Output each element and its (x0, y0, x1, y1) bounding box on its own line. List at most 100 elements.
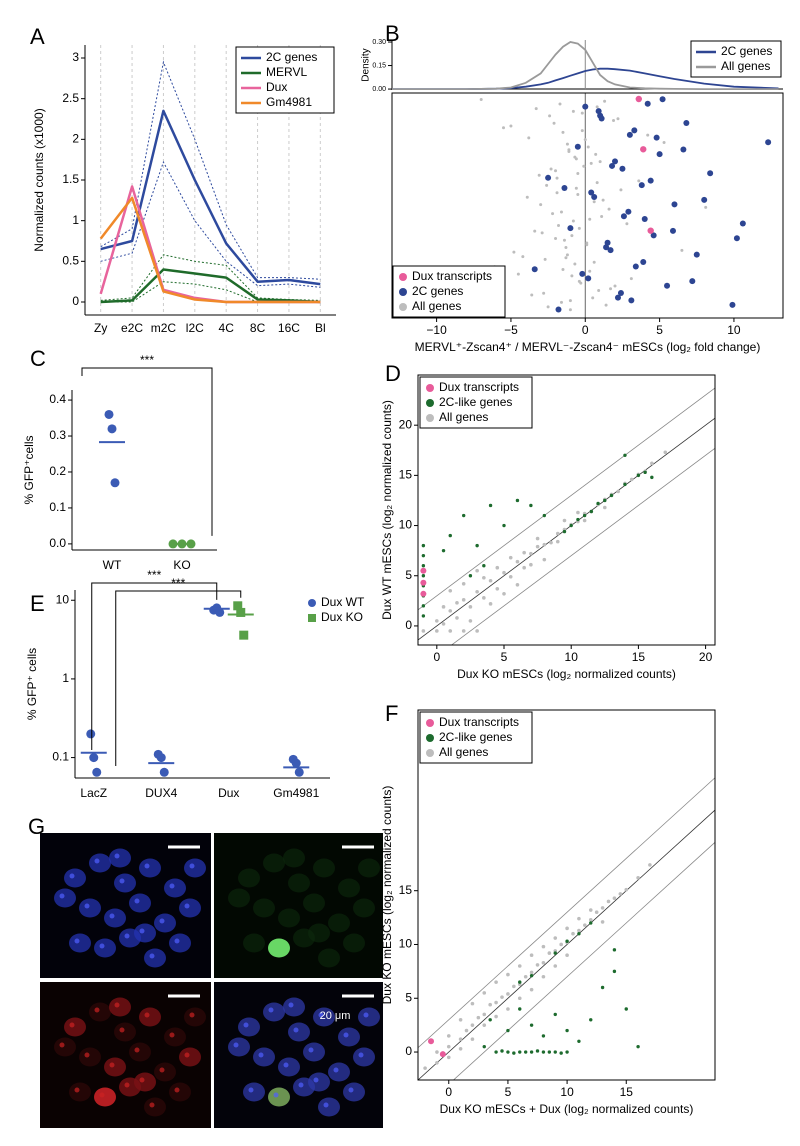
data-point (546, 305, 550, 309)
data-point (571, 109, 575, 113)
data-point (529, 503, 533, 508)
x-tick-label: 10 (727, 323, 741, 337)
legend-label: 2C genes (721, 44, 772, 58)
data-point (643, 470, 647, 475)
data-point (104, 409, 114, 419)
band-line (100, 160, 321, 288)
data-point (707, 170, 714, 177)
data-point (576, 172, 580, 176)
nucleus (184, 858, 206, 878)
data-point (585, 275, 592, 282)
data-point (448, 609, 453, 613)
data-point (494, 1050, 498, 1054)
significance-label: *** (140, 353, 154, 367)
nucleus-spot (288, 1002, 294, 1008)
data-point (564, 256, 568, 260)
y-tick-label: 0.1 (49, 500, 66, 514)
data-point (569, 523, 573, 528)
x-tick-label: 0 (433, 650, 440, 664)
data-point (541, 974, 546, 979)
data-point (535, 544, 540, 549)
data-point (636, 1044, 640, 1049)
data-point (628, 297, 635, 304)
nucleus-spot (318, 1012, 324, 1018)
nucleus (243, 1082, 265, 1102)
data-point (291, 758, 301, 768)
data-point (461, 629, 466, 633)
data-point (518, 1050, 522, 1054)
data-point (92, 767, 102, 777)
panel-label: G (28, 814, 45, 839)
legend-label: Gm4981 (266, 95, 312, 109)
data-point (464, 1028, 469, 1033)
nucleus-spot (94, 1007, 100, 1013)
nucleus (69, 1082, 91, 1102)
significance-bracket (81, 367, 213, 536)
nucleus (308, 923, 330, 943)
data-point (565, 253, 569, 257)
data-point (439, 1051, 446, 1058)
y-axis-title: Dux KO mESCs (log₂ normalized counts) (380, 786, 394, 1005)
data-point (629, 277, 633, 281)
legend-label: 2C genes (266, 50, 317, 64)
nucleus (114, 873, 136, 893)
data-point (571, 219, 575, 223)
data-point (239, 630, 249, 640)
nucleus-spot (233, 1042, 239, 1048)
data-point (623, 453, 627, 457)
data-point (612, 969, 617, 974)
nucleus-spot (258, 1052, 264, 1058)
data-point (553, 1050, 557, 1054)
data-point (494, 1014, 498, 1019)
nucleus-spot (174, 1087, 180, 1093)
density-curve (392, 41, 779, 90)
y-axis-title: % GFP⁺ cells (25, 648, 39, 720)
data-point (653, 134, 660, 141)
legend-box (419, 376, 533, 429)
significance-bracket (115, 590, 242, 766)
plot-area (418, 777, 715, 1080)
data-point (637, 179, 641, 183)
nucleus (179, 1047, 201, 1067)
data-point (470, 1037, 475, 1041)
data-point (545, 183, 549, 187)
data-point (441, 605, 446, 609)
data-point (650, 232, 657, 239)
legend-label: Dux KO (321, 610, 363, 624)
legend-label: Dux transcripts (412, 269, 492, 283)
data-point (502, 570, 506, 575)
data-point (650, 475, 654, 480)
y-tick-label: 15 (399, 883, 413, 897)
data-point (475, 590, 479, 594)
data-point (553, 936, 558, 940)
data-point (597, 288, 601, 292)
nucleus (79, 1047, 101, 1067)
data-point (644, 100, 651, 107)
legend-swatch (426, 719, 434, 727)
data-point (559, 300, 563, 304)
data-point (604, 303, 608, 307)
data-point (482, 596, 486, 600)
data-point (559, 210, 563, 214)
nucleus (288, 873, 310, 893)
data-point (476, 1015, 481, 1020)
legend-swatch (308, 599, 316, 607)
data-point (543, 257, 547, 261)
y-tick-label: 0.30 (372, 39, 386, 46)
data-point (553, 951, 557, 955)
data-point (488, 578, 493, 583)
y-tick-label: 0 (405, 1044, 412, 1058)
data-point (539, 203, 543, 207)
data-point (625, 222, 629, 226)
y-tick-label: 0.4 (49, 392, 66, 406)
y-tick-label: 1.5 (62, 172, 79, 186)
nucleus-spot (174, 938, 180, 944)
legend-label: 2C genes (412, 284, 463, 298)
nucleus-spot (144, 863, 150, 869)
data-point (488, 503, 493, 508)
data-point (620, 213, 627, 220)
x-tick-label: 4C (219, 321, 235, 335)
data-point (565, 1050, 569, 1054)
data-point (577, 279, 581, 283)
data-point (518, 980, 522, 984)
